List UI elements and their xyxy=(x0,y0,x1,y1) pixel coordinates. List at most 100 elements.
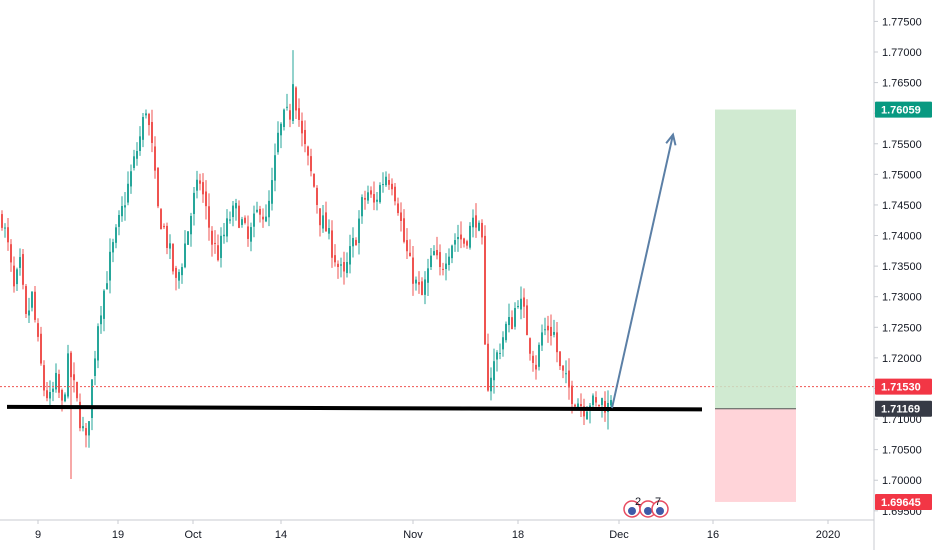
candle-body xyxy=(43,365,45,391)
candle-body xyxy=(445,263,447,270)
candles-layer xyxy=(1,50,612,480)
candle-body xyxy=(598,404,600,407)
candle-body xyxy=(337,263,339,267)
price-badge xyxy=(875,101,932,118)
candle-body xyxy=(334,255,336,263)
event-marker-label: 7 xyxy=(655,496,661,508)
candle-body xyxy=(574,404,576,407)
price-badge-label: 1.69645 xyxy=(881,497,921,509)
candle-body xyxy=(376,199,378,202)
candle-body xyxy=(124,205,126,208)
price-badge xyxy=(875,493,932,510)
candle-body xyxy=(487,343,489,391)
candle-body xyxy=(433,251,435,256)
candle-body xyxy=(358,218,360,244)
candle-body xyxy=(244,217,246,223)
candle-body xyxy=(160,209,162,230)
candle-body xyxy=(22,254,24,285)
event-flag-dot-icon xyxy=(656,507,664,515)
candle-body xyxy=(52,388,54,392)
candle-body xyxy=(19,257,21,268)
candle-body xyxy=(484,235,486,345)
candle-body xyxy=(427,268,429,283)
candle-body xyxy=(436,249,438,256)
candle-body xyxy=(70,352,72,378)
candle-body xyxy=(139,136,141,151)
candle-body xyxy=(523,297,525,307)
candle-body xyxy=(16,269,18,285)
candle-body xyxy=(454,240,456,245)
candle-body xyxy=(430,255,432,268)
candle-body xyxy=(175,267,177,278)
candle-body xyxy=(211,230,213,245)
candle-body xyxy=(448,256,450,265)
candle-body xyxy=(511,317,513,330)
candle-body xyxy=(97,326,99,361)
candle-body xyxy=(349,246,351,265)
candle-body xyxy=(88,421,90,436)
candle-body xyxy=(424,279,426,295)
candle-body xyxy=(493,361,495,381)
candle-body xyxy=(568,370,570,388)
candle-body xyxy=(103,290,105,319)
price-tick-label: 1.77500 xyxy=(882,16,922,28)
candle-body xyxy=(463,238,465,244)
candle-body xyxy=(205,191,207,207)
candle-body xyxy=(505,323,507,341)
candle-body xyxy=(460,234,462,240)
candle-body xyxy=(340,264,342,266)
candle-body xyxy=(442,268,444,270)
candle-body xyxy=(394,186,396,202)
candle-body xyxy=(331,230,333,258)
time-tick-label: Oct xyxy=(184,529,201,541)
candle-body xyxy=(109,251,111,281)
price-tick-label: 1.74500 xyxy=(882,200,922,212)
candle-body xyxy=(121,206,123,217)
candle-body xyxy=(538,344,540,367)
candle-body xyxy=(67,353,69,397)
candle-body xyxy=(34,291,36,320)
candle-body xyxy=(61,389,63,401)
candle-body xyxy=(475,215,477,228)
candle-body xyxy=(31,291,33,308)
candle-body xyxy=(271,180,273,204)
candle-body xyxy=(172,243,174,272)
candle-body xyxy=(190,215,192,235)
candle-body xyxy=(247,226,249,239)
price-badge-label: 1.71530 xyxy=(881,382,921,394)
candle-body xyxy=(604,400,606,413)
candle-body xyxy=(163,225,165,228)
candle-body xyxy=(196,179,198,191)
candle-body xyxy=(403,218,405,242)
candle-body xyxy=(292,84,294,121)
candle-body xyxy=(571,385,573,405)
candle-body xyxy=(7,227,9,243)
candle-body xyxy=(76,381,78,399)
candle-body xyxy=(418,281,420,285)
price-tick-label: 1.72500 xyxy=(882,322,922,334)
price-axis: 1.695001.700001.705001.710001.715001.720… xyxy=(873,0,922,550)
candle-body xyxy=(238,205,240,228)
candle-body xyxy=(412,257,414,284)
candle-body xyxy=(187,231,189,245)
candle-body xyxy=(49,392,51,399)
candle-body xyxy=(130,171,132,187)
candle-body xyxy=(517,305,519,308)
price-tick-label: 1.73000 xyxy=(882,292,922,304)
candle-body xyxy=(499,352,501,354)
candle-body xyxy=(64,394,66,402)
candle-body xyxy=(451,245,453,259)
candle-body xyxy=(40,333,42,364)
candle-body xyxy=(610,400,612,406)
event-flag-dot-icon xyxy=(628,507,636,515)
candle-body xyxy=(94,358,96,376)
candle-body xyxy=(13,265,15,287)
support-line xyxy=(6,404,703,412)
candle-body xyxy=(142,116,144,140)
time-tick-label: 9 xyxy=(35,529,41,541)
price-badge-label: 1.76059 xyxy=(881,105,921,117)
candle-body xyxy=(37,323,39,337)
overlay-layer xyxy=(0,109,874,502)
